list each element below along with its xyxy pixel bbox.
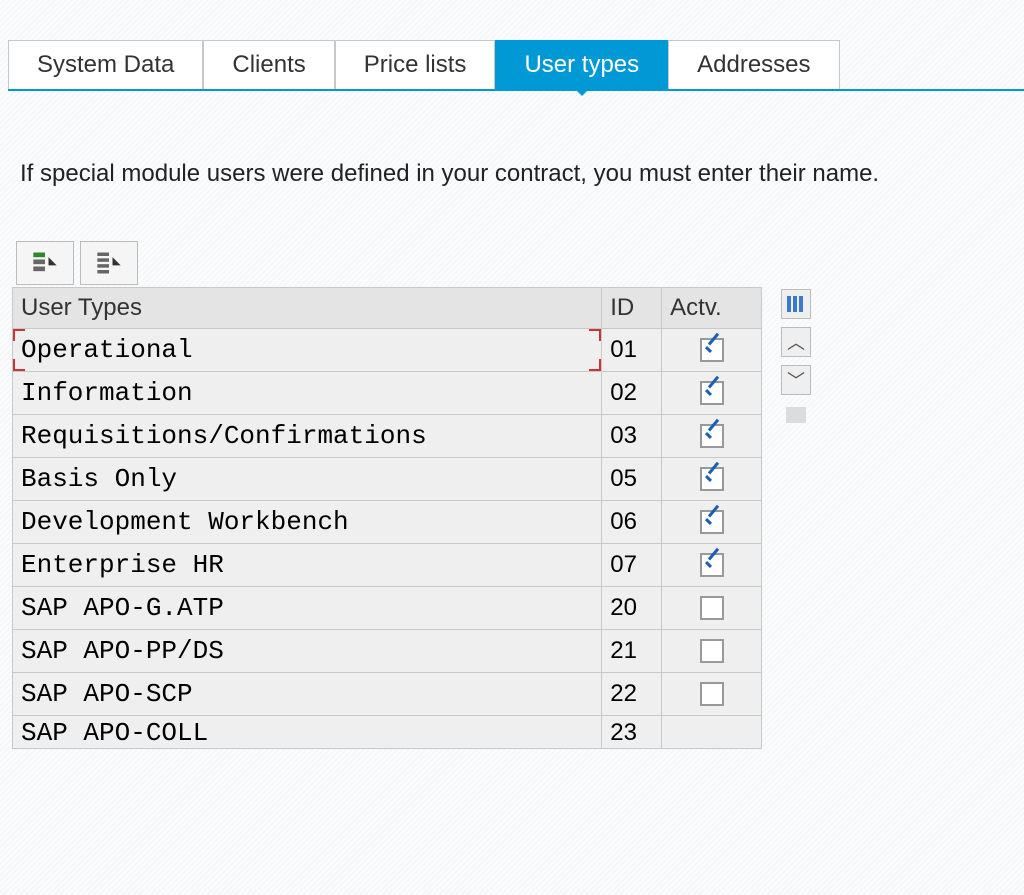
cell-id[interactable]: 06 [602,500,662,543]
chevron-up-icon: ︿ [787,329,805,355]
col-header-name[interactable]: User Types [13,287,602,328]
table-sidebar: ︿ ﹀ [768,287,824,749]
table-row[interactable]: SAP APO-SCP22 [13,672,762,715]
tab-addresses[interactable]: Addresses [668,40,839,89]
active-checkbox[interactable] [700,510,724,534]
cell-id[interactable]: 03 [602,414,662,457]
cell-active [662,586,762,629]
cell-id[interactable]: 02 [602,371,662,414]
scroll-thumb[interactable] [786,407,806,423]
cell-active [662,672,762,715]
cell-active [662,371,762,414]
active-checkbox[interactable] [700,639,724,663]
cell-user-type-name[interactable]: Information [13,371,602,414]
cell-id[interactable]: 01 [602,328,662,371]
tab-system-data[interactable]: System Data [8,40,203,89]
cell-id[interactable]: 22 [602,672,662,715]
detail-view-icon [95,249,123,277]
table-row[interactable]: Basis Only05 [13,457,762,500]
insert-row-button[interactable] [16,241,74,285]
cell-user-type-name[interactable]: Basis Only [13,457,602,500]
cell-active [662,629,762,672]
cell-active [662,715,762,748]
selection-bracket [589,329,601,341]
cell-id[interactable]: 20 [602,586,662,629]
scroll-down-button[interactable]: ﹀ [781,365,811,395]
table-row[interactable]: SAP APO-G.ATP20 [13,586,762,629]
selection-bracket [589,359,601,371]
table-row[interactable]: SAP APO-PP/DS21 [13,629,762,672]
active-checkbox[interactable] [700,596,724,620]
cell-user-type-name[interactable]: Operational [13,328,602,371]
tab-bar: System Data Clients Price lists User typ… [8,40,1024,91]
insert-row-icon [31,249,59,277]
cell-id[interactable]: 23 [602,715,662,748]
tab-clients[interactable]: Clients [203,40,334,89]
cell-user-type-name[interactable]: SAP APO-COLL [13,715,602,748]
cell-user-type-name[interactable]: SAP APO-G.ATP [13,586,602,629]
table-row[interactable]: Requisitions/Confirmations03 [13,414,762,457]
active-checkbox[interactable] [700,338,724,362]
table-row[interactable]: Information02 [13,371,762,414]
table-row-partial[interactable]: SAP APO-COLL23 [13,715,762,748]
table-header-row: User Types ID Actv. [13,287,762,328]
cell-id[interactable]: 07 [602,543,662,586]
cell-user-type-name[interactable]: Requisitions/Confirmations [13,414,602,457]
col-header-actv[interactable]: Actv. [662,287,762,328]
active-checkbox[interactable] [700,553,724,577]
cell-id[interactable]: 05 [602,457,662,500]
selection-bracket [13,329,25,341]
cell-active [662,543,762,586]
cell-user-type-name[interactable]: SAP APO-PP/DS [13,629,602,672]
cell-user-type-name[interactable]: Development Workbench [13,500,602,543]
tab-price-lists[interactable]: Price lists [335,40,496,89]
table-row[interactable]: Enterprise HR07 [13,543,762,586]
tab-user-types[interactable]: User types [495,40,668,89]
cell-user-type-name[interactable]: Enterprise HR [13,543,602,586]
cell-id[interactable]: 21 [602,629,662,672]
table-toolbar [0,237,1024,285]
col-header-id[interactable]: ID [602,287,662,328]
cell-active [662,328,762,371]
active-checkbox[interactable] [700,381,724,405]
active-checkbox[interactable] [700,467,724,491]
active-checkbox[interactable] [700,682,724,706]
selection-bracket [13,359,25,371]
table-row[interactable]: Operational01 [13,328,762,371]
chevron-down-icon: ﹀ [787,367,805,393]
table-row[interactable]: Development Workbench06 [13,500,762,543]
cell-active [662,414,762,457]
user-types-table: User Types ID Actv. Operational01Informa… [12,287,762,749]
column-config-button[interactable] [781,289,811,319]
active-checkbox[interactable] [700,424,724,448]
detail-view-button[interactable] [80,241,138,285]
scroll-up-button[interactable]: ︿ [781,327,811,357]
info-text: If special module users were defined in … [0,91,1024,237]
cell-user-type-name[interactable]: SAP APO-SCP [13,672,602,715]
cell-active [662,457,762,500]
cell-active [662,500,762,543]
columns-icon [786,294,806,314]
